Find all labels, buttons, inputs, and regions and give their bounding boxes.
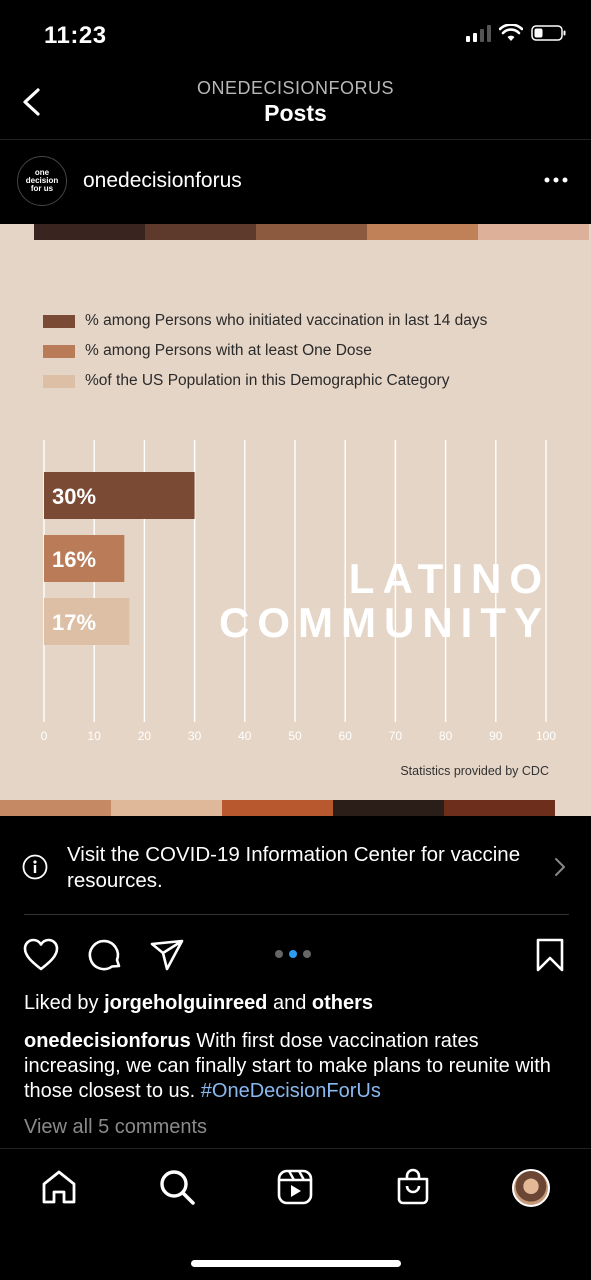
status-icons <box>466 24 567 42</box>
legend-item: % among Persons with at least One Dose <box>43 336 487 366</box>
heart-icon[interactable] <box>22 936 60 974</box>
battery-icon <box>531 25 566 41</box>
liked-by-user[interactable]: jorgeholguinreed <box>104 992 268 1014</box>
wifi-icon <box>499 24 523 41</box>
stripe-segment <box>478 224 589 240</box>
carousel-dot-active <box>289 950 297 958</box>
view-comments-link[interactable]: View all 5 comments <box>24 1116 208 1138</box>
stripe-segment <box>367 224 478 240</box>
x-tick-label: 30 <box>188 729 202 743</box>
source-note: Statistics provided by CDC <box>400 764 549 778</box>
divider <box>24 914 569 915</box>
carousel-indicator <box>275 950 311 958</box>
status-bar: 11:23 <box>0 0 591 70</box>
caption-username[interactable]: onedecisionforus <box>24 1030 191 1052</box>
post-actions <box>0 936 591 976</box>
bar <box>44 472 195 519</box>
stripe-segment <box>111 800 222 816</box>
search-icon[interactable] <box>157 1167 197 1207</box>
legend-swatch <box>43 374 75 388</box>
carousel-dot <box>275 950 283 958</box>
likes-summary: Liked by jorgeholguinreed and others <box>24 992 373 1015</box>
x-tick-label: 20 <box>138 729 152 743</box>
shop-bag-icon[interactable] <box>393 1167 433 1207</box>
home-icon[interactable] <box>39 1167 79 1207</box>
bottom-color-stripe <box>0 800 555 816</box>
overlay-line: LATINO <box>348 555 550 602</box>
likes-prefix: Liked by <box>24 992 105 1014</box>
stripe-segment <box>256 224 367 240</box>
x-tick-label: 10 <box>88 729 102 743</box>
post-caption: onedecisionforus With first dose vaccina… <box>24 1029 572 1104</box>
likes-others[interactable]: others <box>311 992 374 1014</box>
legend-label: % among Persons with at least One Dose <box>85 342 372 359</box>
post-image[interactable]: % among Persons who initiated vaccinatio… <box>0 224 591 816</box>
likes-middle: and <box>267 992 312 1014</box>
bookmark-icon[interactable] <box>531 936 569 974</box>
send-icon[interactable] <box>148 936 186 974</box>
carousel-dot <box>303 950 311 958</box>
bar <box>44 535 125 582</box>
stripe-segment <box>0 800 111 816</box>
bar-chart: 0 10 20 30 40 50 60 70 80 90 100 30% 16% 17% <box>41 440 556 743</box>
account-name: ONEDECISIONFORUS <box>196 78 395 98</box>
more-horizontal-icon[interactable] <box>543 172 569 188</box>
x-tick-label: 70 <box>389 729 403 743</box>
comment-icon[interactable] <box>86 936 124 974</box>
legend-item: % among Persons who initiated vaccinatio… <box>43 306 487 336</box>
chevron-left-icon[interactable] <box>18 82 48 122</box>
signal-icon <box>466 24 491 42</box>
legend-label: %of the US Population in this Demographi… <box>85 372 450 389</box>
info-icon <box>22 854 48 880</box>
caption-text: With first dose vaccination rates increa… <box>24 1030 551 1102</box>
post-username[interactable]: onedecisionforus <box>83 169 242 192</box>
nav-header: ONEDECISIONFORUS Posts <box>0 70 591 140</box>
stripe-segment <box>444 800 555 816</box>
avatar[interactable]: one decision for us <box>17 156 67 206</box>
page-title: Posts <box>264 100 327 126</box>
stripe-segment <box>333 800 444 816</box>
x-tick-label: 80 <box>439 729 453 743</box>
x-tick-label: 100 <box>536 729 556 743</box>
bar <box>44 598 130 645</box>
x-tick-label: 60 <box>339 729 353 743</box>
legend-label: % among Persons who initiated vaccinatio… <box>85 312 488 329</box>
avatar-text-line: one <box>34 168 50 177</box>
x-tick-label: 0 <box>41 729 48 743</box>
legend-swatch <box>43 344 75 358</box>
caption-hashtag[interactable]: #OneDecisionForUs <box>200 1080 381 1102</box>
chevron-right-icon <box>555 858 565 876</box>
stripe-segment <box>145 224 256 240</box>
legend-item: %of the US Population in this Demographi… <box>43 366 487 396</box>
legend-swatch <box>43 314 75 328</box>
x-tick-label: 90 <box>489 729 503 743</box>
post-header: one decision for us onedecisionforus <box>0 152 591 212</box>
bar-value-label: 16% <box>52 547 96 572</box>
top-color-stripe <box>34 224 589 240</box>
stripe-segment <box>34 224 145 240</box>
overlay-title: LATINO COMMUNITY <box>190 557 550 645</box>
overlay-line: COMMUNITY <box>219 599 550 646</box>
profile-avatar[interactable] <box>512 1169 550 1207</box>
stripe-segment <box>222 800 333 816</box>
covid-info-banner[interactable]: Visit the COVID-19 Information Center fo… <box>0 838 591 916</box>
x-tick-label: 40 <box>238 729 252 743</box>
x-tick-label: 50 <box>288 729 302 743</box>
avatar-text-line: decision <box>25 176 59 185</box>
status-time: 11:23 <box>44 22 107 49</box>
home-indicator[interactable] <box>191 1260 401 1267</box>
bar-value-label: 30% <box>52 484 96 509</box>
info-banner-text: Visit the COVID-19 Information Center fo… <box>67 843 521 892</box>
chart-legend: % among Persons who initiated vaccinatio… <box>43 306 487 396</box>
reels-icon[interactable] <box>275 1167 315 1207</box>
bar-value-label: 17% <box>52 610 96 635</box>
bottom-nav <box>0 1148 591 1280</box>
avatar-text-line: for us <box>30 184 54 193</box>
